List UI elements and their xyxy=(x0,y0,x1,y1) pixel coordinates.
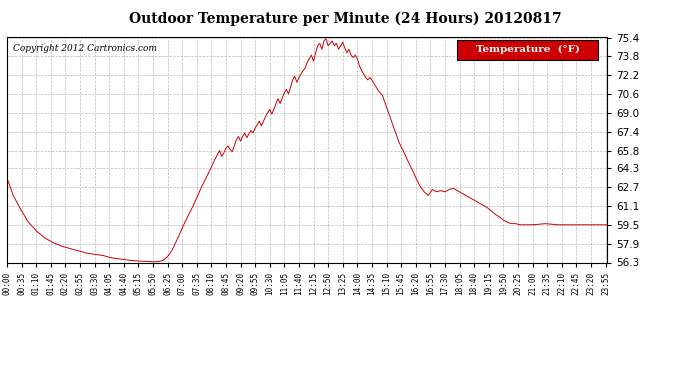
Text: Copyright 2012 Cartronics.com: Copyright 2012 Cartronics.com xyxy=(13,44,157,53)
Text: Outdoor Temperature per Minute (24 Hours) 20120817: Outdoor Temperature per Minute (24 Hours… xyxy=(129,11,561,26)
Bar xyxy=(457,40,598,60)
Text: Temperature  (°F): Temperature (°F) xyxy=(475,45,580,54)
